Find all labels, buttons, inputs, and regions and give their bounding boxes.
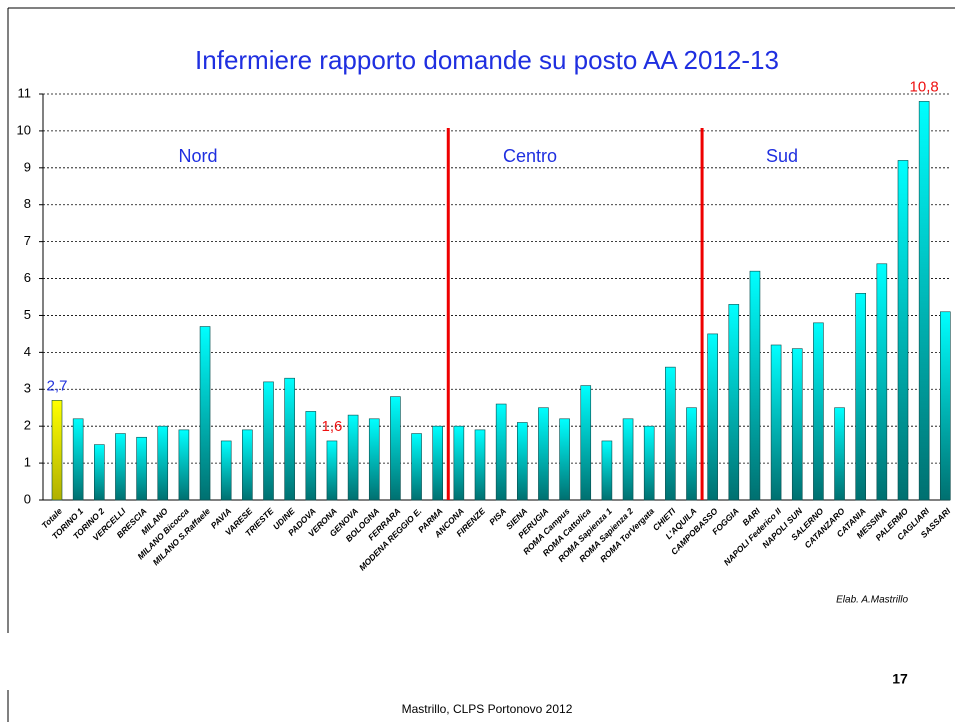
footer: Mastrillo, CLPS Portonovo 2012 [402, 702, 573, 716]
bar [390, 396, 401, 501]
y-tick-label: 3 [24, 381, 31, 396]
y-tick-label: 4 [24, 344, 31, 359]
bar [728, 304, 740, 501]
bar [178, 429, 190, 501]
bar [538, 407, 549, 501]
data-label: 10,8 [910, 78, 939, 95]
y-tick-label: 11 [18, 85, 32, 100]
bar [411, 433, 422, 501]
bar [326, 440, 338, 501]
y-tick-label: 1 [24, 455, 31, 470]
bar [368, 418, 380, 501]
y-tick-label: 7 [24, 233, 31, 248]
data-label: 2,7 [47, 377, 68, 394]
bar [622, 418, 634, 501]
region-label: Sud [766, 146, 798, 166]
bar [516, 422, 528, 501]
y-tick-label: 5 [24, 307, 31, 322]
bar [495, 403, 507, 501]
bar [643, 425, 655, 501]
bar [665, 366, 676, 501]
bar [242, 429, 253, 501]
y-tick-label: 6 [24, 270, 31, 285]
bar [136, 436, 147, 501]
bar [897, 160, 909, 501]
y-tick-label: 10 [17, 122, 31, 137]
bar [199, 326, 211, 501]
y-tick-label: 8 [24, 196, 31, 211]
bar [559, 418, 570, 501]
bar [770, 344, 782, 501]
bar [834, 407, 845, 501]
bar [220, 440, 232, 501]
bar [305, 411, 317, 501]
bar [580, 385, 592, 501]
y-tick-label: 9 [24, 159, 31, 174]
bar [72, 418, 84, 501]
bar [918, 101, 930, 501]
bar [474, 429, 486, 501]
bar [51, 400, 63, 501]
bar [432, 425, 444, 501]
y-tick-label: 2 [24, 418, 31, 433]
bar [347, 414, 359, 501]
bar [939, 311, 951, 501]
bar [284, 377, 295, 501]
region-label: Nord [178, 146, 217, 166]
bar [157, 425, 169, 501]
data-label: 1,6 [322, 418, 343, 435]
chart-title: Infermiere rapporto domande su posto AA … [195, 45, 779, 75]
region-label: Centro [503, 146, 557, 166]
bar [94, 444, 105, 501]
bar [813, 322, 824, 501]
bar [601, 440, 613, 501]
page-number: 17 [892, 671, 908, 687]
bar [749, 270, 761, 501]
bar [707, 333, 718, 501]
y-tick-label: 0 [24, 491, 31, 506]
bar [263, 381, 274, 501]
bar [855, 293, 867, 501]
bar [453, 425, 465, 501]
bar [876, 263, 888, 501]
bar [686, 407, 697, 501]
source: Elab. A.Mastrillo [836, 595, 908, 606]
bar [791, 348, 803, 501]
bar [115, 433, 126, 501]
